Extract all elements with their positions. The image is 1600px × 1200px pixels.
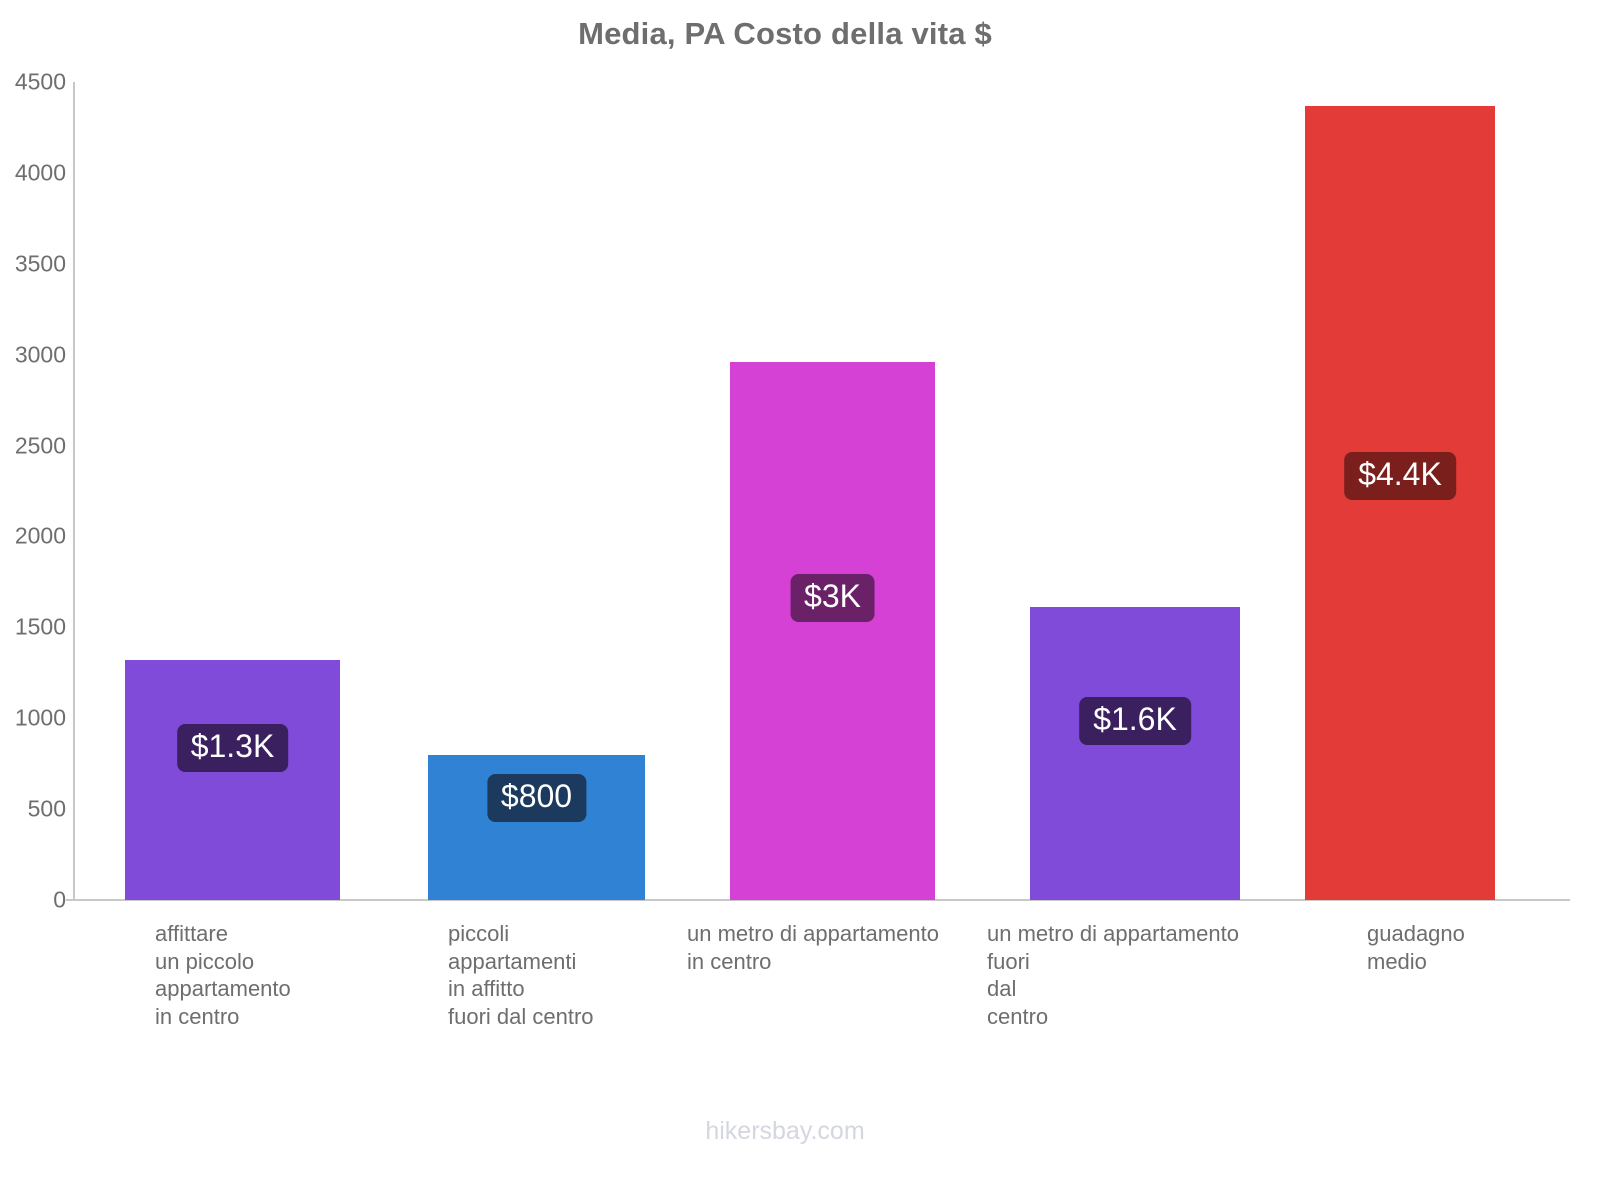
y-tick-label: 1000 bbox=[14, 704, 66, 731]
bar[interactable]: $4.4K bbox=[1305, 105, 1495, 900]
x-axis-label: un metro di appartamento fuori dal centr… bbox=[987, 921, 1239, 1029]
y-axis-line bbox=[73, 82, 75, 900]
y-tick-label: 2500 bbox=[14, 432, 66, 459]
y-tick-label: 2000 bbox=[14, 522, 66, 549]
y-tick-label: 3500 bbox=[14, 250, 66, 277]
chart-title: Media, PA Costo della vita $ bbox=[578, 16, 992, 51]
x-axis-label: guadagno medio bbox=[1367, 921, 1465, 974]
bar-value-label: $800 bbox=[486, 774, 587, 822]
y-tick-label: 4000 bbox=[14, 159, 66, 186]
x-axis-label: affittare un piccolo appartamento in cen… bbox=[155, 921, 291, 1029]
bar[interactable]: $800 bbox=[428, 754, 645, 900]
x-axis-label: un metro di appartamento in centro bbox=[687, 921, 939, 974]
x-axis-line bbox=[66, 899, 1570, 901]
bar[interactable]: $1.6K bbox=[1030, 607, 1240, 900]
bar-value-label: $1.6K bbox=[1079, 697, 1191, 745]
site-watermark: hikersbay.com bbox=[705, 1117, 865, 1145]
x-axis-label: piccoli appartamenti in affitto fuori da… bbox=[448, 921, 594, 1029]
bar[interactable]: $3K bbox=[730, 361, 935, 900]
y-tick-label: 500 bbox=[27, 795, 66, 822]
y-tick-label: 3000 bbox=[14, 341, 66, 368]
y-tick-label: 0 bbox=[53, 886, 66, 913]
y-tick-label: 1500 bbox=[14, 613, 66, 640]
bar-value-label: $1.3K bbox=[176, 724, 289, 772]
bar-value-label: $4.4K bbox=[1344, 452, 1456, 500]
bar-value-label: $3K bbox=[790, 574, 875, 622]
y-tick-mark bbox=[66, 899, 74, 901]
bar[interactable]: $1.3K bbox=[125, 660, 340, 900]
y-tick-label: 4500 bbox=[14, 68, 66, 95]
